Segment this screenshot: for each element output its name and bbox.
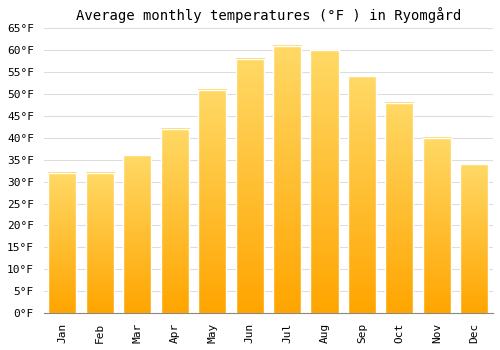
Title: Average monthly temperatures (°F ) in Ryomgård: Average monthly temperatures (°F ) in Ry…: [76, 7, 461, 23]
